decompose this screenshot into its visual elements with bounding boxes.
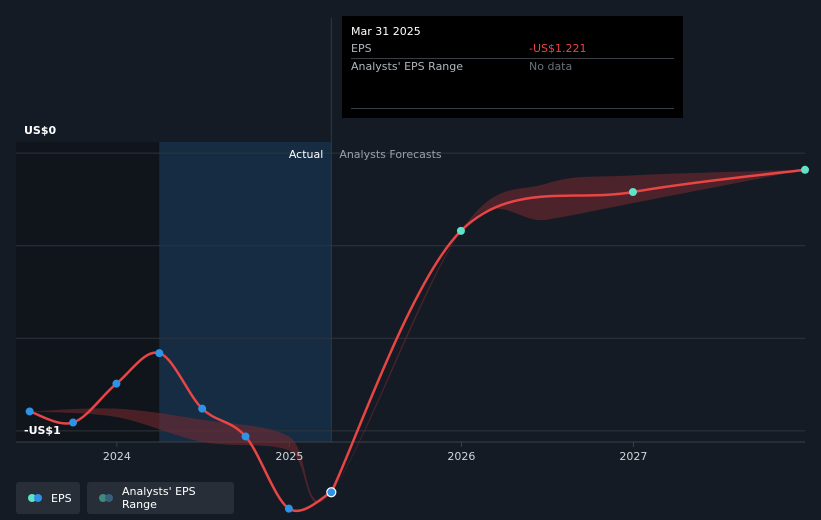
tooltip-range-value: No data [529,60,573,73]
eps-point-forecast-1 [456,226,465,235]
eps-point-forecast-3 [801,165,809,174]
actual-band [159,142,332,442]
eps-point-forecast-2 [628,188,637,196]
eps-point-actual-3 [155,349,164,358]
past-band [16,142,160,442]
forecast-label: Analysts Forecasts [339,148,442,161]
actual-label: Actual [289,148,323,161]
range-legend-icon [99,494,115,502]
eps-point-actual-5 [241,432,250,441]
eps-line-forecast [330,168,806,493]
tooltip-range-row: Analysts' EPS Range No data [351,60,674,73]
tooltip-eps-row: EPS -US$1.221 [351,42,674,55]
x-tick-label-2024: 2024 [103,450,131,463]
tooltip-range-label: Analysts' EPS Range [351,60,464,73]
legend-eps-label: EPS [51,491,72,505]
eps-point-actual-2 [112,379,121,388]
eps-point-actual-4 [198,404,207,413]
tooltip: Mar 31 2025 EPS -US$1.221 Analysts' EPS … [342,16,683,118]
legend-eps-range[interactable]: Analysts' EPS Range [87,482,234,514]
eps-point-actual-1 [69,418,78,427]
eps-line-actual [29,351,332,512]
eps-point-actual-6 [284,504,293,513]
x-tick-label-2025: 2025 [275,450,303,463]
tooltip-divider [351,58,674,59]
tooltip-eps-label: EPS [351,42,372,55]
tooltip-eps-value: -US$1.221 [529,42,587,55]
x-tick-label-2026: 2026 [447,450,475,463]
x-tick-label-2027: 2027 [619,450,647,463]
eps-point-actual-0 [25,407,34,416]
y-tick-label-0: US$0 [24,124,57,137]
tooltip-divider-bottom [351,108,674,109]
legend-range-label: Analysts' EPS Range [122,485,196,511]
legend-eps[interactable]: EPS [16,482,80,514]
eps-point-actual-7 [326,487,337,498]
eps-legend-icon [28,494,44,502]
tooltip-date: Mar 31 2025 [351,25,421,38]
y-tick-label-1: -US$1 [24,424,61,437]
